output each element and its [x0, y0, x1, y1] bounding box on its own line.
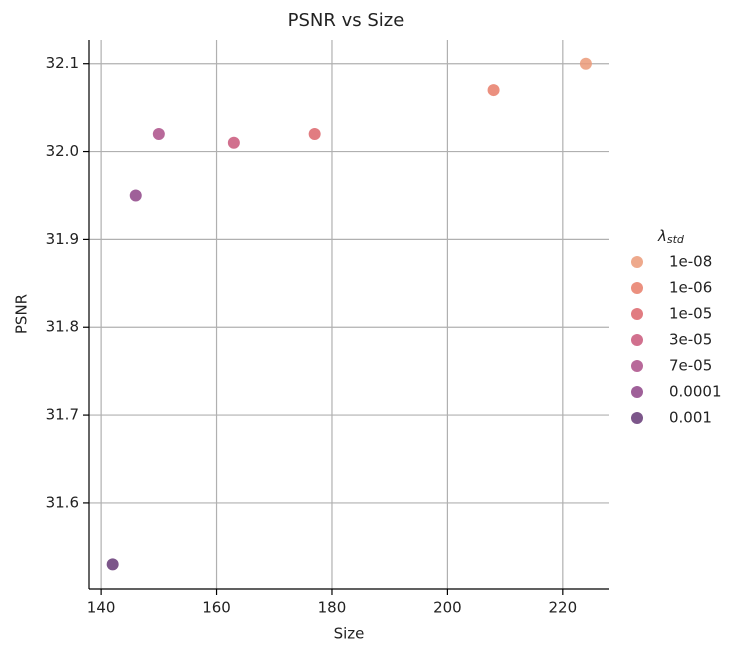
point: [579, 57, 592, 70]
point: [308, 127, 321, 140]
y-axis-label: PSNR: [13, 294, 31, 334]
chart-title: PSNR vs Size: [288, 10, 405, 31]
x-tick-label: 140: [87, 599, 116, 617]
legend-marker: [631, 386, 643, 398]
x-axis-label: Size: [334, 625, 365, 643]
y-tick-label: 32.1: [46, 54, 79, 72]
x-tick-label: 180: [318, 599, 347, 617]
legend-marker: [631, 282, 643, 294]
point: [487, 84, 500, 97]
x-tick-label: 160: [202, 599, 231, 617]
y-tick-label: 31.8: [46, 318, 79, 336]
point: [152, 127, 165, 140]
legend-label: 1e-06: [669, 279, 712, 297]
y-tick-label: 32.0: [46, 142, 79, 160]
legend-label: 0.0001: [669, 383, 722, 401]
legend-marker: [631, 360, 643, 372]
x-tick-label: 200: [433, 599, 462, 617]
x-tick-label: 220: [549, 599, 578, 617]
point: [129, 189, 142, 202]
legend-label: 1e-05: [669, 305, 712, 323]
point: [106, 558, 119, 571]
legend-label: 7e-05: [669, 357, 712, 375]
legend-label: 1e-08: [669, 253, 712, 271]
legend-title: λstd: [657, 227, 685, 247]
legend-marker: [631, 334, 643, 346]
legend-label: 3e-05: [669, 331, 712, 349]
legend-title-subscript: std: [667, 233, 685, 246]
legend-marker: [631, 256, 643, 268]
legend-label: 0.001: [669, 409, 712, 427]
y-tick-label: 31.6: [46, 493, 79, 511]
point: [227, 136, 240, 149]
legend-title-symbol: λ: [657, 227, 667, 245]
legend-marker: [631, 412, 643, 424]
y-tick-label: 31.9: [46, 230, 79, 248]
legend-marker: [631, 308, 643, 320]
y-tick-label: 31.7: [46, 406, 79, 424]
